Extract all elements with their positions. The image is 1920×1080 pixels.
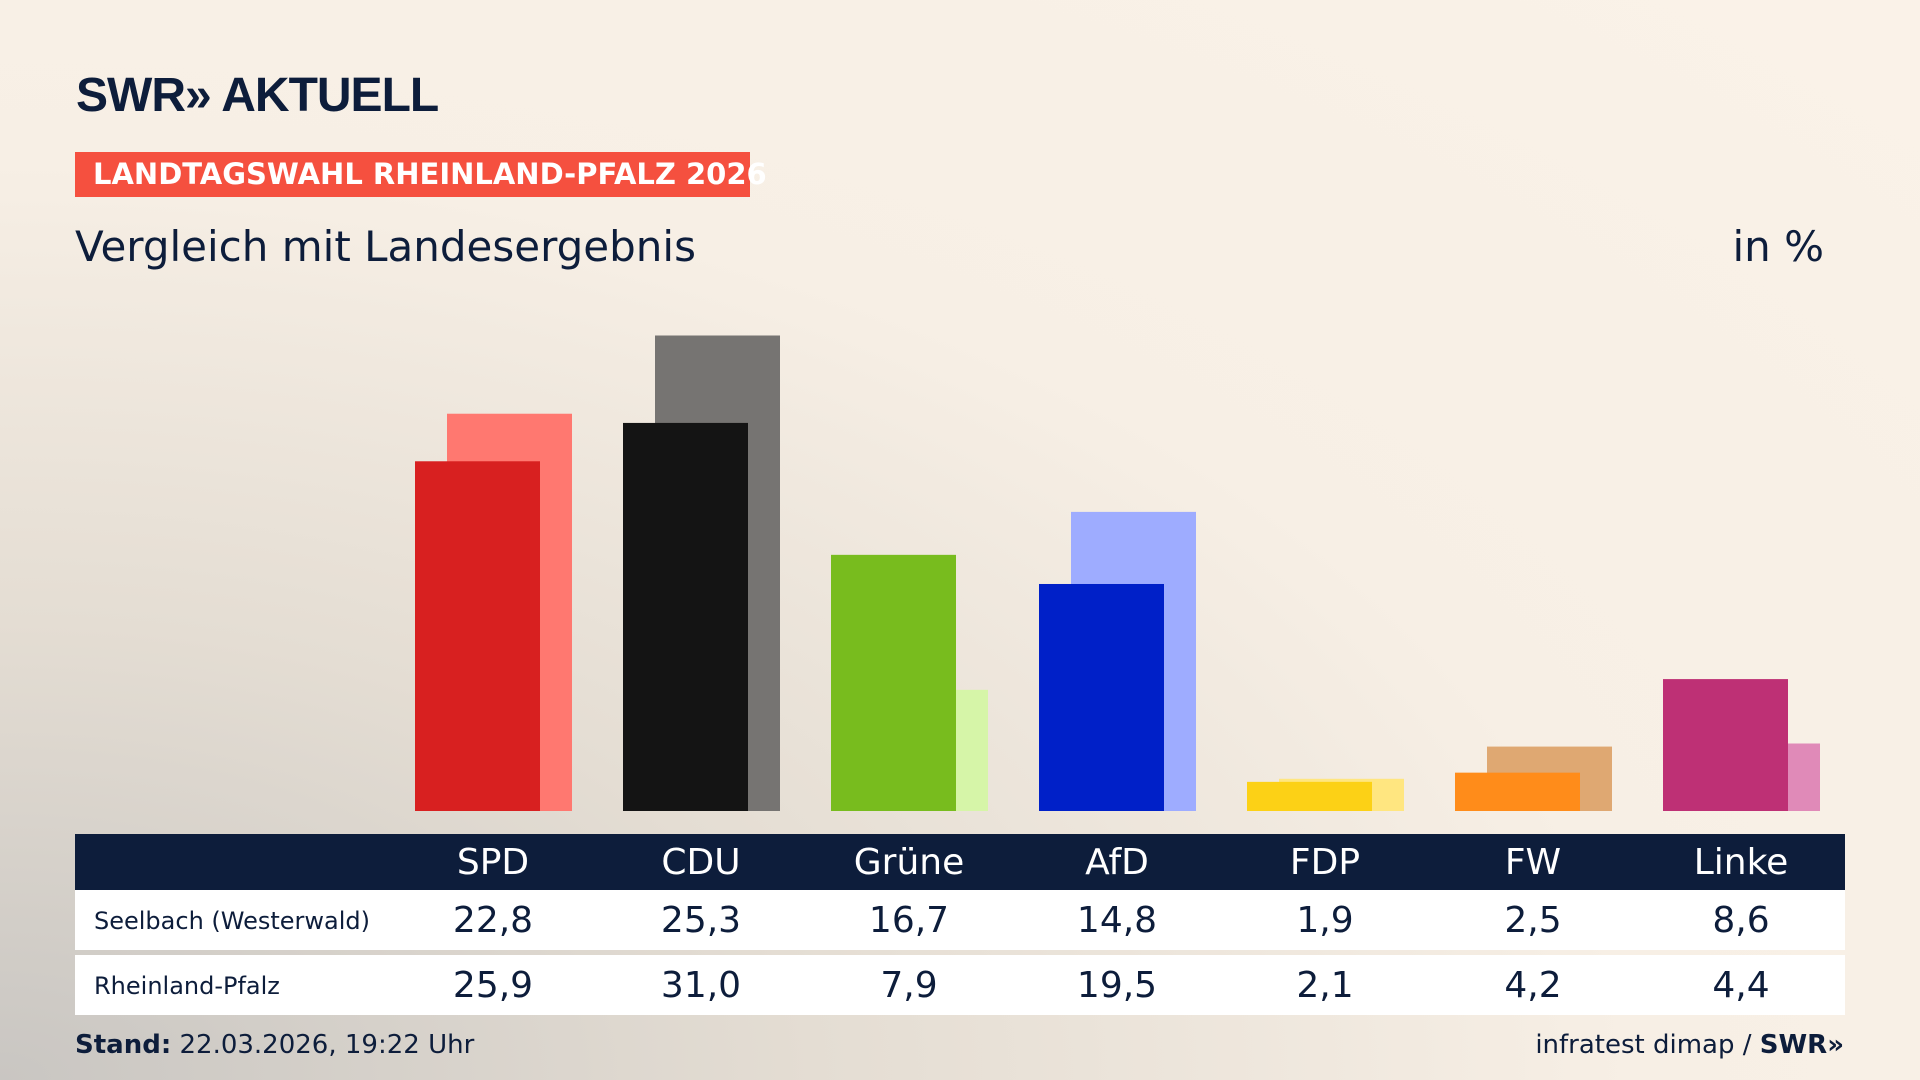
table-row: Rheinland-Pfalz 25,9 31,0 7,9 19,5 2,1 4,2 4,4 <box>75 955 1845 1015</box>
data-label: 22,8 <box>452 900 534 941</box>
category-label: CDU <box>661 842 741 883</box>
unit-label: in % <box>1732 222 1824 271</box>
data-label: 1,9 <box>1296 900 1354 941</box>
row-label: Rheinland-Pfalz <box>94 972 280 1000</box>
data-label: 4,4 <box>1712 965 1770 1006</box>
local-bar-fdp <box>1247 781 1372 811</box>
category-label: FW <box>1504 842 1562 883</box>
stand-label: Stand: <box>75 1030 172 1060</box>
chart-subtitle: Vergleich mit Landesergebnis <box>75 222 696 271</box>
local-bar-fw <box>1455 772 1580 811</box>
data-label: 2,1 <box>1296 965 1354 1006</box>
source-text: infratest dimap / <box>1535 1030 1760 1060</box>
data-label: 14,8 <box>1076 900 1158 941</box>
local-bar-cdu <box>623 422 748 811</box>
category-label: AfD <box>1085 842 1149 883</box>
swr-logo: SWR» <box>1759 1030 1844 1060</box>
category-label: FDP <box>1289 842 1361 883</box>
local-bar-afd <box>1039 583 1164 811</box>
data-label: 31,0 <box>660 965 742 1006</box>
data-label: 25,9 <box>452 965 534 1006</box>
category-label: SPD <box>456 842 530 883</box>
stand-value: 22.03.2026, 19:22 Uhr <box>179 1030 475 1060</box>
local-bar-linke <box>1663 679 1788 811</box>
source: infratest dimap / SWR» <box>1535 1030 1844 1060</box>
bar-chart <box>415 335 1820 811</box>
data-label: 25,3 <box>660 900 742 941</box>
election-badge: LANDTAGSWAHL RHEINLAND-PFALZ 2026 <box>75 152 767 197</box>
table-row: Seelbach (Westerwald) 22,8 25,3 16,7 14,8 1,… <box>75 890 1845 950</box>
row-label: Seelbach (Westerwald) <box>94 907 371 935</box>
data-label: 8,6 <box>1712 900 1770 941</box>
local-bar-grüne <box>831 554 956 811</box>
timestamp: Stand: 22.03.2026, 19:22 Uhr <box>75 1030 474 1060</box>
table-header: SPD CDU Grüne AfD FDP FW Linke <box>75 834 1845 890</box>
data-label: 19,5 <box>1076 965 1158 1006</box>
data-label: 4,2 <box>1504 965 1562 1006</box>
category-label: Grüne <box>853 842 965 883</box>
data-label: 7,9 <box>880 965 938 1006</box>
local-bar-spd <box>415 461 540 811</box>
swr-aktuell-logo: SWR» AKTUELL <box>76 69 439 122</box>
category-label: Linke <box>1693 842 1789 883</box>
data-label: 2,5 <box>1504 900 1562 941</box>
data-label: 16,7 <box>868 900 950 941</box>
